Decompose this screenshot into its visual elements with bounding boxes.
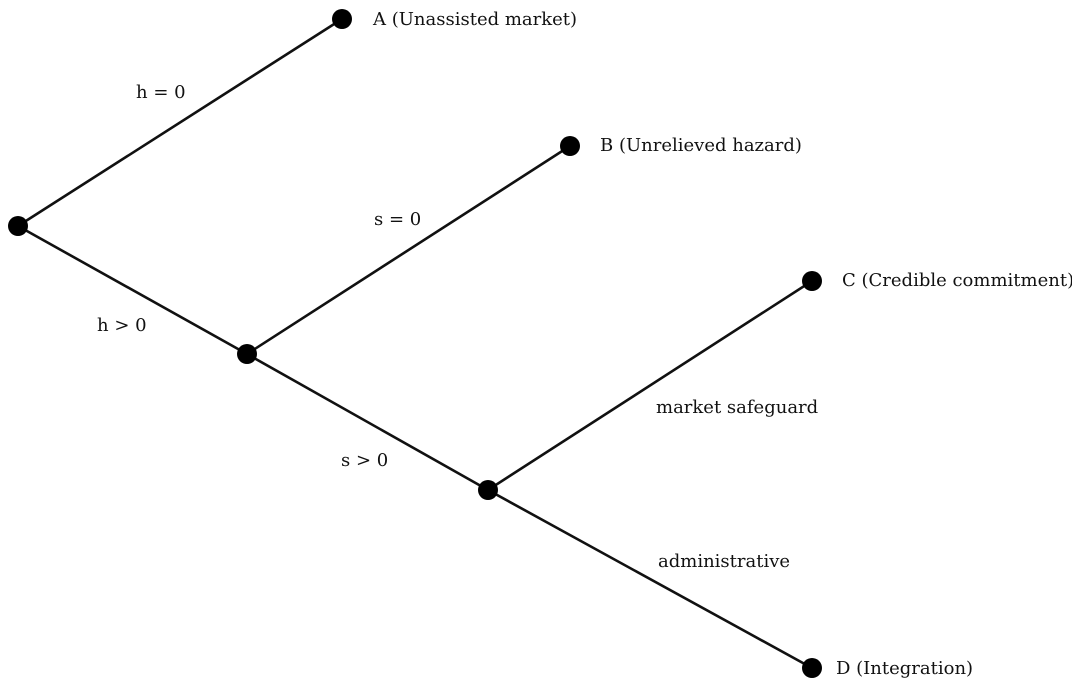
outcome-label-b: B (Unrelieved hazard) bbox=[600, 135, 802, 156]
edge-label-market-safeguard: market safeguard bbox=[656, 397, 818, 418]
edge-label-h-positive: h > 0 bbox=[97, 315, 147, 336]
outcome-node-c bbox=[802, 271, 822, 291]
edge-root-to-n1 bbox=[16, 224, 249, 356]
outcome-label-d: D (Integration) bbox=[836, 658, 973, 679]
edge-n2-to-c bbox=[486, 279, 814, 492]
outcome-node-a bbox=[332, 9, 352, 29]
edge-n1-to-b bbox=[245, 144, 572, 356]
safeguard-node bbox=[478, 480, 498, 500]
edge-label-s-positive: s > 0 bbox=[341, 450, 388, 471]
hazard-node bbox=[237, 344, 257, 364]
edge-label-h-zero: h = 0 bbox=[136, 82, 186, 103]
edge-label-s-zero: s = 0 bbox=[374, 209, 421, 230]
outcome-label-a: A (Unassisted market) bbox=[372, 9, 577, 30]
edge-n2-to-d bbox=[486, 488, 814, 670]
outcome-node-d bbox=[802, 658, 822, 678]
edge-n1-to-n2 bbox=[245, 352, 490, 492]
outcome-label-c: C (Credible commitment) bbox=[842, 270, 1072, 291]
edge-label-administrative: administrative bbox=[658, 551, 790, 572]
outcome-node-b bbox=[560, 136, 580, 156]
edge-root-to-a bbox=[16, 17, 344, 228]
root-node bbox=[8, 216, 28, 236]
